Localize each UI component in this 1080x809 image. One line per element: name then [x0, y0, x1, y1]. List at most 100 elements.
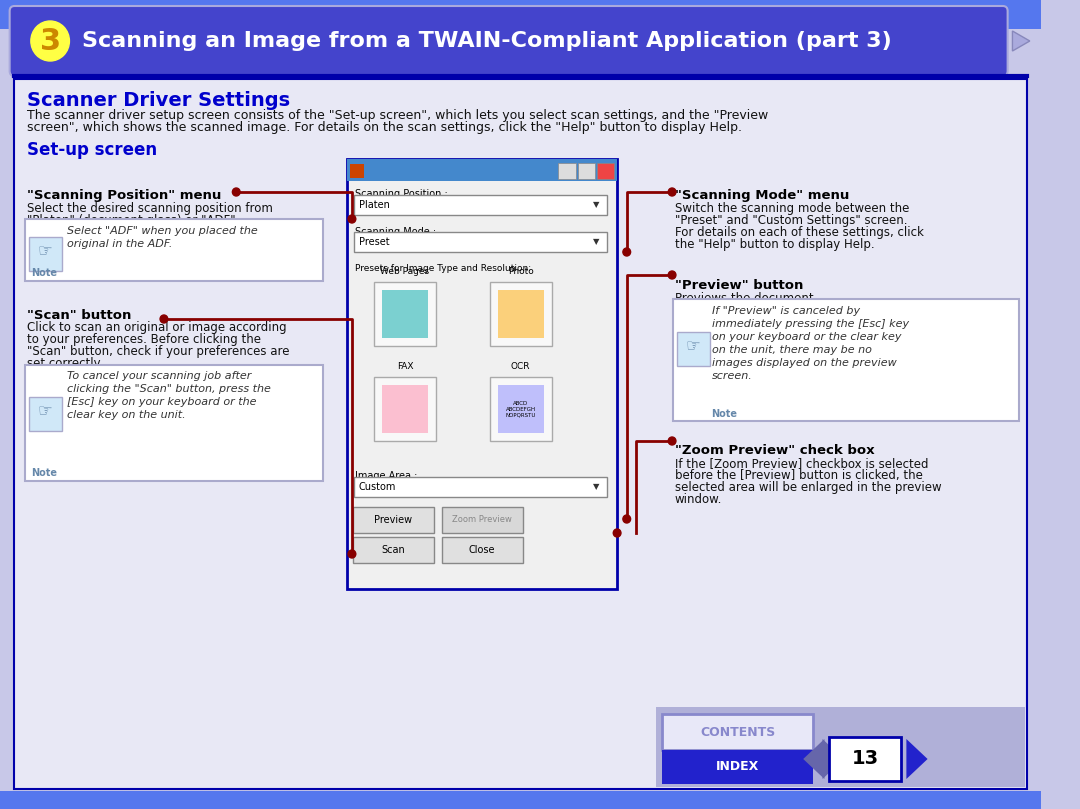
FancyBboxPatch shape — [382, 290, 428, 338]
Text: For details on each of these settings, click: For details on each of these settings, c… — [675, 226, 923, 239]
Text: Close: Close — [469, 545, 496, 555]
Text: Platen: Platen — [359, 200, 390, 210]
Text: 3: 3 — [40, 27, 60, 56]
Text: on the unit, there may be no: on the unit, there may be no — [712, 345, 872, 355]
Text: Set-up screen: Set-up screen — [27, 141, 157, 159]
FancyBboxPatch shape — [354, 232, 607, 252]
FancyBboxPatch shape — [498, 290, 544, 338]
Text: set correctly.: set correctly. — [27, 357, 103, 370]
Text: Scanning Mode :: Scanning Mode : — [355, 227, 436, 237]
Text: window.: window. — [675, 493, 723, 506]
Circle shape — [669, 188, 676, 196]
Text: Photo: Photo — [508, 267, 534, 276]
Polygon shape — [906, 739, 928, 779]
Text: ▼: ▼ — [593, 201, 599, 210]
Text: on your keyboard or the clear key: on your keyboard or the clear key — [712, 332, 901, 342]
Text: Scanner Driver Settings: Scanner Driver Settings — [27, 91, 291, 110]
Text: Presets for Image Type and Resolution:: Presets for Image Type and Resolution: — [355, 264, 531, 273]
Text: "Scanning Position" menu: "Scanning Position" menu — [27, 189, 221, 202]
Text: clicking the "Scan" button, press the: clicking the "Scan" button, press the — [67, 384, 271, 394]
Text: If the [Zoom Preview] checkbox is selected: If the [Zoom Preview] checkbox is select… — [675, 457, 929, 470]
Text: Scanning an Image from a TWAIN-Compliant Application (part 3): Scanning an Image from a TWAIN-Compliant… — [82, 31, 892, 51]
Text: "Preset" and "Custom Settings" screen.: "Preset" and "Custom Settings" screen. — [675, 214, 907, 227]
FancyBboxPatch shape — [656, 707, 1025, 787]
Text: Zoom Preview: Zoom Preview — [453, 515, 512, 524]
FancyBboxPatch shape — [490, 282, 552, 346]
Text: original in the ADF.: original in the ADF. — [67, 239, 173, 249]
Circle shape — [613, 529, 621, 537]
Text: Note: Note — [31, 268, 57, 278]
Text: "Scan" button, check if your preferences are: "Scan" button, check if your preferences… — [27, 345, 289, 358]
FancyBboxPatch shape — [353, 507, 434, 533]
Text: Previews the document.: Previews the document. — [675, 292, 818, 305]
FancyBboxPatch shape — [829, 737, 901, 781]
Text: ☞: ☞ — [38, 402, 53, 420]
FancyBboxPatch shape — [354, 195, 607, 215]
Circle shape — [669, 437, 676, 445]
Text: the "Help" button to display Help.: the "Help" button to display Help. — [675, 238, 875, 251]
Text: ▼: ▼ — [593, 482, 599, 492]
Text: "Scan" button: "Scan" button — [27, 309, 132, 322]
Circle shape — [348, 215, 355, 223]
Text: FAX: FAX — [396, 362, 414, 371]
Text: Select "ADF" when you placed the: Select "ADF" when you placed the — [67, 226, 258, 236]
Text: 13: 13 — [851, 749, 878, 769]
Text: immediately pressing the [Esc] key: immediately pressing the [Esc] key — [712, 319, 908, 329]
Circle shape — [623, 515, 631, 523]
Text: Preset: Preset — [359, 237, 389, 247]
Text: clear key on the unit.: clear key on the unit. — [67, 410, 186, 420]
Text: Switch the scanning mode between the: Switch the scanning mode between the — [675, 202, 909, 215]
Text: screen.: screen. — [712, 371, 753, 381]
Circle shape — [669, 271, 676, 279]
Text: INDEX: INDEX — [716, 760, 759, 773]
Text: before the [Preview] button is clicked, the: before the [Preview] button is clicked, … — [675, 469, 922, 482]
FancyBboxPatch shape — [558, 163, 576, 179]
Text: OCR: OCR — [511, 362, 530, 371]
Text: "Preview" button: "Preview" button — [675, 279, 804, 292]
FancyBboxPatch shape — [14, 79, 1027, 789]
Circle shape — [31, 21, 69, 61]
Text: screen", which shows the scanned image. For details on the scan settings, click : screen", which shows the scanned image. … — [27, 121, 742, 134]
Text: CONTENTS: CONTENTS — [700, 726, 775, 739]
Text: Select the desired scanning position from: Select the desired scanning position fro… — [27, 202, 273, 215]
Text: "Scanning Mode" menu: "Scanning Mode" menu — [675, 189, 849, 202]
Circle shape — [623, 248, 631, 256]
FancyBboxPatch shape — [25, 365, 323, 481]
FancyBboxPatch shape — [382, 385, 428, 433]
Text: Preview: Preview — [375, 515, 413, 525]
FancyBboxPatch shape — [662, 714, 813, 750]
Circle shape — [232, 188, 240, 196]
FancyBboxPatch shape — [353, 537, 434, 563]
FancyBboxPatch shape — [0, 0, 1041, 29]
Text: "Zoom Preview" check box: "Zoom Preview" check box — [675, 444, 875, 457]
Text: ▼: ▼ — [593, 238, 599, 247]
Circle shape — [348, 550, 355, 558]
FancyBboxPatch shape — [29, 397, 62, 431]
FancyBboxPatch shape — [442, 537, 523, 563]
Text: Scan: Scan — [381, 545, 405, 555]
Text: Image Area :: Image Area : — [355, 471, 417, 481]
FancyBboxPatch shape — [490, 377, 552, 441]
FancyBboxPatch shape — [677, 332, 710, 366]
FancyBboxPatch shape — [347, 159, 617, 181]
FancyBboxPatch shape — [498, 385, 544, 433]
Text: Custom: Custom — [359, 482, 396, 492]
Text: selected area will be enlarged in the preview: selected area will be enlarged in the pr… — [675, 481, 942, 494]
FancyBboxPatch shape — [374, 282, 436, 346]
FancyBboxPatch shape — [29, 237, 62, 271]
Text: ABCD
ABCDEFGH
NOPQRSTU: ABCD ABCDEFGH NOPQRSTU — [505, 400, 536, 417]
FancyBboxPatch shape — [10, 6, 1008, 76]
Text: Click to scan an original or image according: Click to scan an original or image accor… — [27, 321, 286, 334]
Text: The scanner driver setup screen consists of the "Set-up screen", which lets you : The scanner driver setup screen consists… — [27, 109, 768, 122]
Text: Scanning Position :: Scanning Position : — [355, 189, 447, 199]
FancyBboxPatch shape — [25, 219, 323, 281]
Polygon shape — [804, 739, 824, 779]
FancyBboxPatch shape — [662, 750, 813, 784]
FancyBboxPatch shape — [354, 477, 607, 497]
FancyBboxPatch shape — [347, 159, 617, 589]
Text: to your preferences. Before clicking the: to your preferences. Before clicking the — [27, 333, 261, 346]
Text: Web Pages: Web Pages — [380, 267, 430, 276]
Text: images displayed on the preview: images displayed on the preview — [712, 358, 896, 368]
FancyBboxPatch shape — [442, 507, 523, 533]
Text: ☞: ☞ — [686, 337, 701, 355]
